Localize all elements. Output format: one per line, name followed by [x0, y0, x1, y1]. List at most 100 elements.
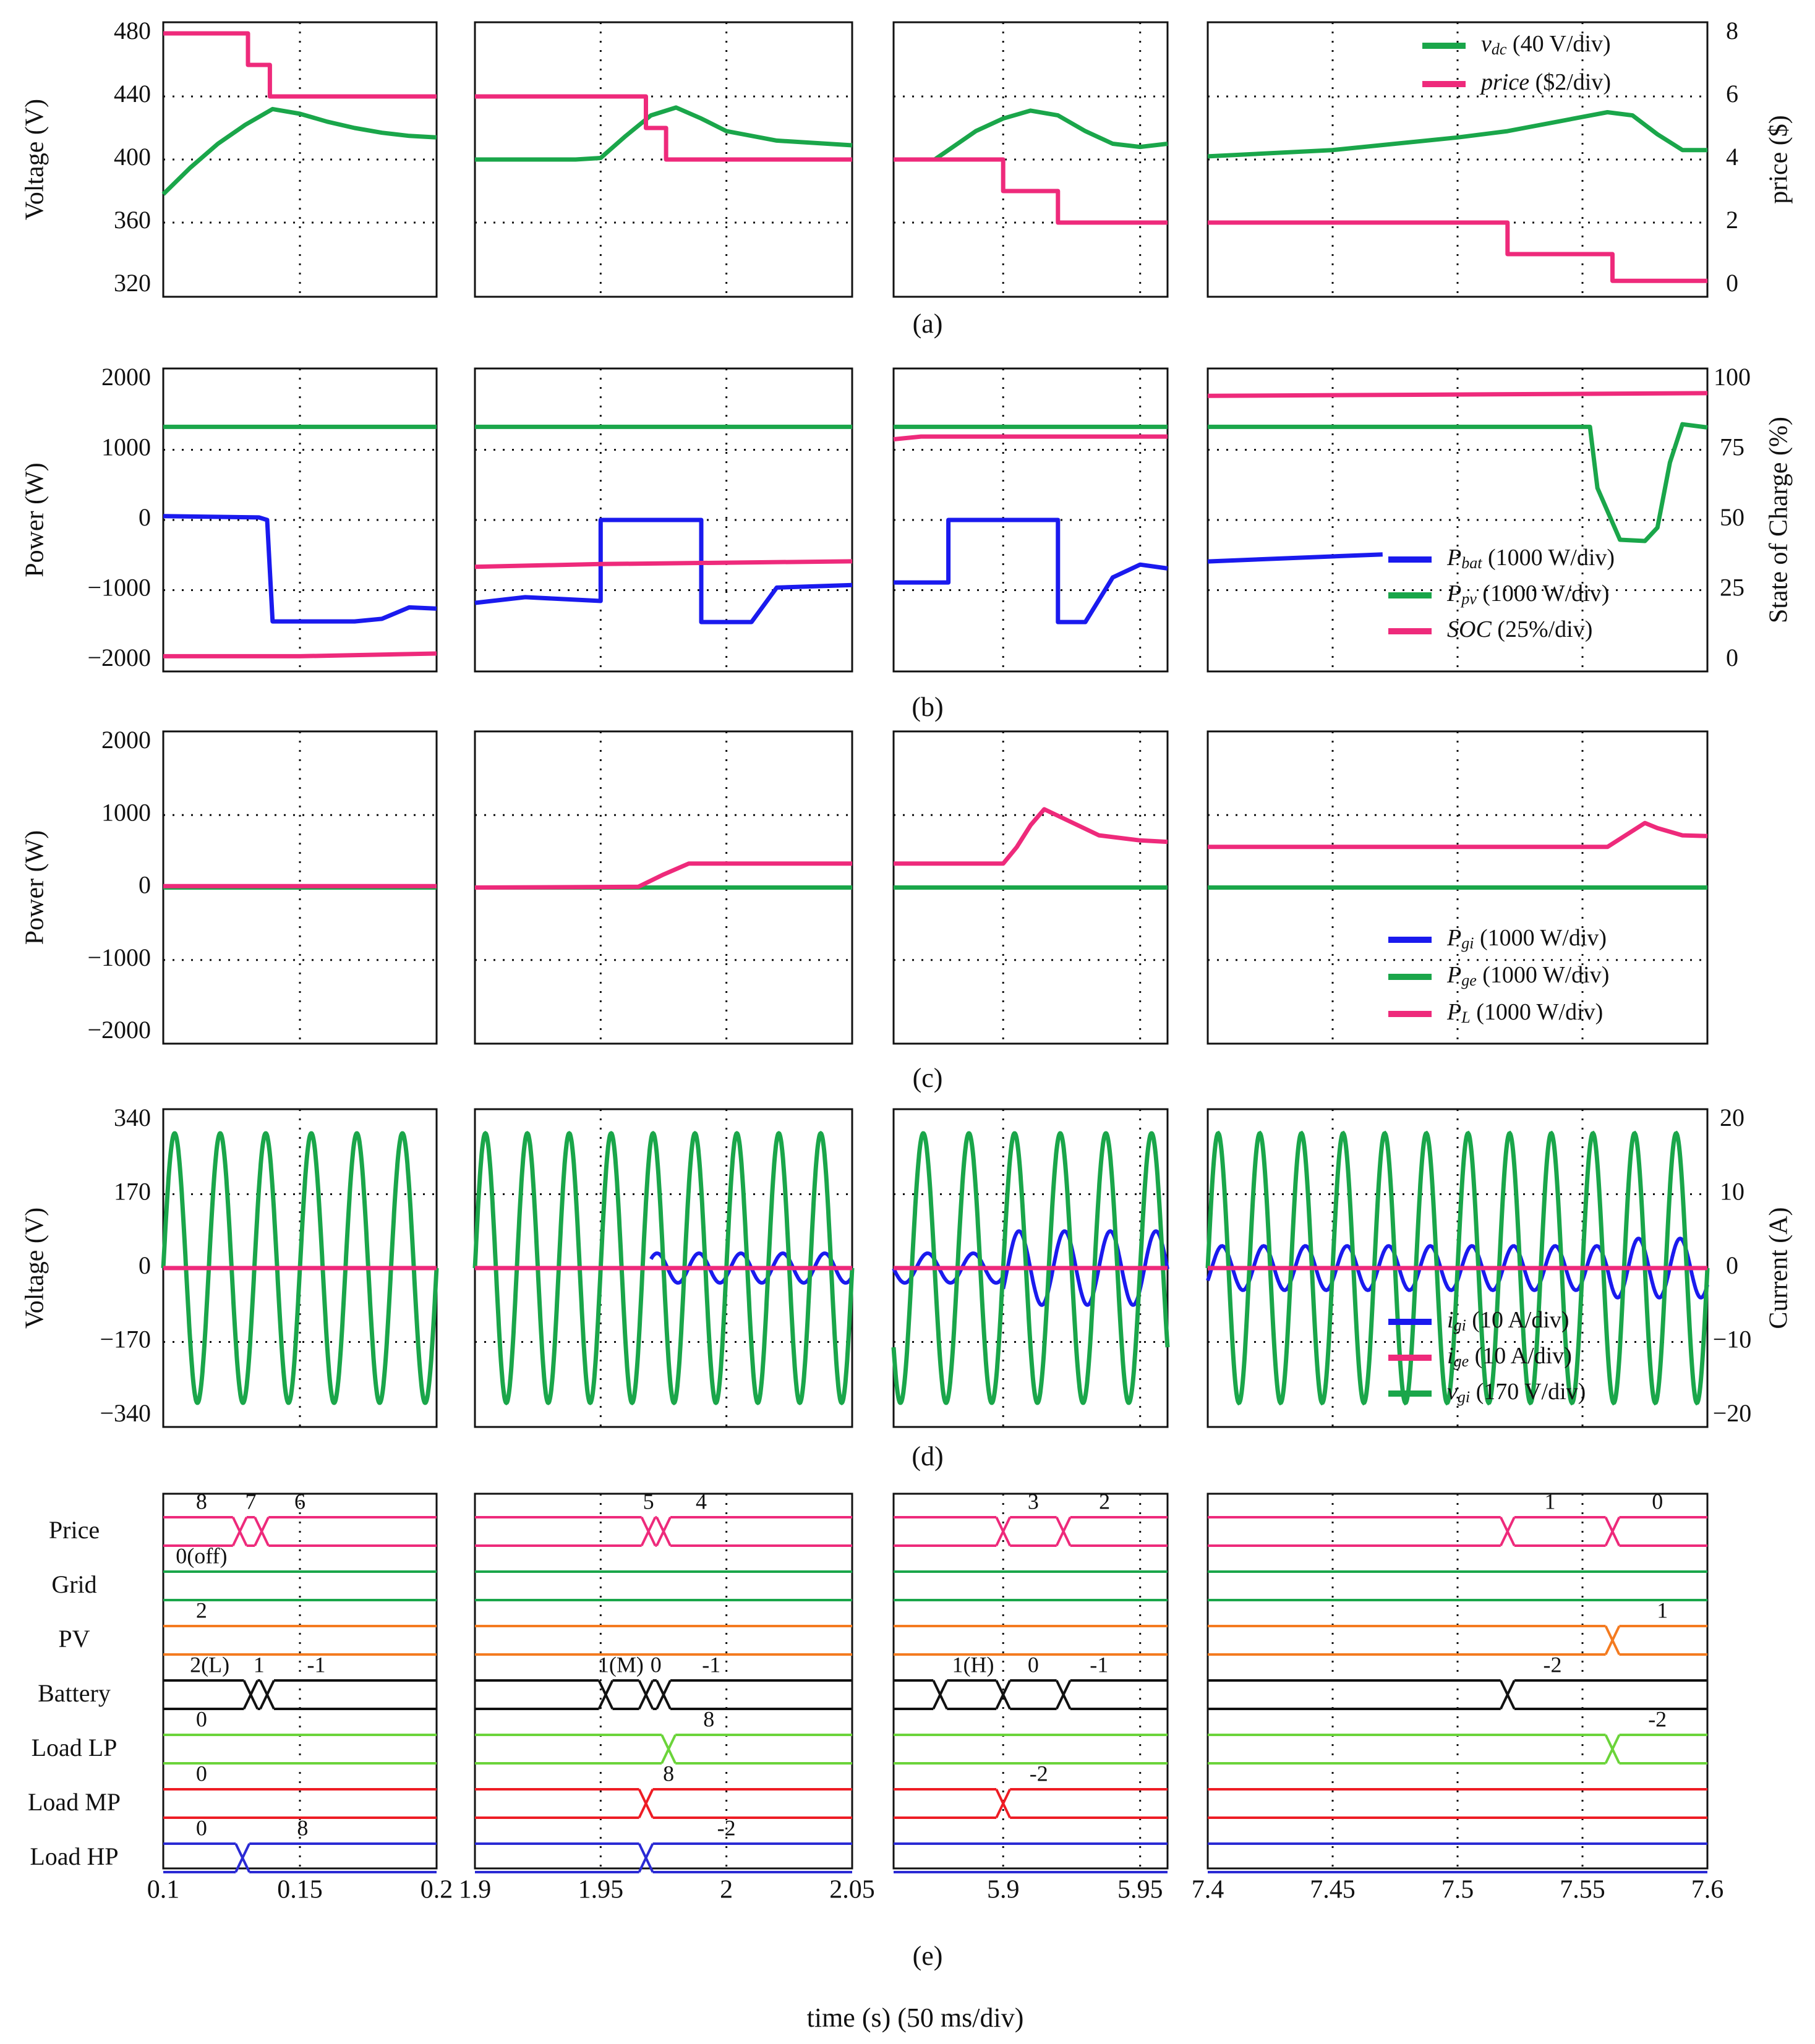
state-label: 2(L) — [190, 1652, 229, 1677]
y-tick-label: −2000 — [87, 1016, 151, 1044]
legend-entry: igi (10 A/div) — [1447, 1307, 1569, 1334]
state-label: -2 — [1544, 1652, 1562, 1677]
x-tick-label: 7.4 — [1192, 1876, 1224, 1904]
state-label: 0 — [1028, 1652, 1039, 1677]
y-tick-label: −170 — [100, 1326, 151, 1353]
y-tick-label: −340 — [100, 1399, 151, 1427]
x-tick-label: 5.9 — [987, 1876, 1020, 1904]
state-transition — [1055, 1680, 1072, 1710]
state-transition — [231, 1517, 248, 1546]
state-transition — [638, 1789, 654, 1818]
y-right-tick-label: 6 — [1726, 80, 1738, 108]
row-label-load-lp: Load LP — [32, 1734, 117, 1761]
y-right-tick-label: 100 — [1714, 363, 1751, 391]
state-label: 0 — [196, 1761, 207, 1786]
y-tick-label: 0 — [139, 503, 151, 531]
y-tick-label: 360 — [114, 206, 151, 234]
panel-caption: (d) — [912, 1441, 943, 1471]
state-label: 8 — [196, 1489, 207, 1514]
y-right-tick-label: 0 — [1726, 269, 1738, 297]
series-vdc — [1207, 110, 1707, 159]
state-label: -2 — [1648, 1706, 1667, 1731]
y-tick-label: 1000 — [101, 433, 151, 461]
series-Pbat — [894, 517, 1168, 624]
state-transition — [656, 1517, 672, 1546]
y-tick-label: 0 — [139, 1251, 151, 1279]
series-vdc — [161, 106, 437, 196]
series-vdc — [894, 108, 1168, 162]
y-right-tick-label: 25 — [1720, 574, 1745, 602]
y-right-axis-label: price ($) — [1765, 115, 1793, 203]
series-SOC — [1207, 391, 1708, 398]
legend-entry: Ppv (1000 W/div) — [1446, 581, 1609, 608]
y-axis-label: Power (W) — [21, 462, 49, 577]
x-tick-label: 2.05 — [829, 1876, 875, 1904]
y-tick-label: 340 — [114, 1104, 151, 1131]
state-transition — [1499, 1680, 1516, 1710]
y-right-axis-label: Current (A) — [1765, 1207, 1793, 1329]
state-transition — [995, 1789, 1012, 1818]
legend-entry: Pge (1000 W/div) — [1446, 962, 1609, 989]
state-label: 8 — [297, 1815, 308, 1840]
state-label: 1 — [1657, 1598, 1668, 1622]
state-transition — [1604, 1517, 1621, 1546]
panel-caption: (e) — [913, 1941, 943, 1971]
series-price — [894, 157, 1168, 225]
state-transition — [932, 1680, 949, 1710]
state-transition — [1604, 1625, 1621, 1655]
state-transition — [234, 1843, 250, 1873]
y-tick-label: 2000 — [101, 726, 151, 754]
series-vgi — [891, 1131, 1170, 1405]
y-tick-label: 320 — [114, 269, 151, 297]
x-tick-label: 1.95 — [578, 1876, 624, 1904]
state-transition — [995, 1680, 1012, 1710]
series-SOC — [474, 559, 853, 569]
x-axis-label: time (s) (50 ms/div) — [807, 2003, 1024, 2033]
state-label: 0 — [1652, 1489, 1663, 1514]
series-price — [163, 31, 437, 99]
y-right-tick-label: 10 — [1720, 1178, 1745, 1206]
y-tick-label: 0 — [139, 871, 151, 899]
state-label: 8 — [663, 1761, 674, 1786]
state-label: -2 — [717, 1815, 736, 1840]
state-label: 5 — [643, 1489, 654, 1514]
series-PL — [474, 861, 852, 890]
row-label-pv: PV — [58, 1625, 90, 1653]
series-PL — [1208, 820, 1708, 850]
state-label: 3 — [1028, 1489, 1039, 1514]
state-label: 7 — [245, 1489, 256, 1514]
state-label: 4 — [696, 1489, 707, 1514]
state-transition — [242, 1680, 259, 1710]
x-tick-label: 0.1 — [147, 1876, 180, 1904]
state-transition — [1604, 1734, 1621, 1764]
x-tick-label: 2 — [720, 1876, 733, 1904]
state-transition — [995, 1517, 1012, 1546]
state-label: -2 — [1030, 1761, 1048, 1786]
y-right-tick-label: 20 — [1720, 1104, 1745, 1131]
state-label: 1 — [254, 1652, 265, 1677]
y-tick-label: −1000 — [87, 574, 151, 602]
state-label: 0(off) — [176, 1543, 227, 1568]
x-tick-label: 7.5 — [1441, 1876, 1474, 1904]
state-label: 6 — [294, 1489, 305, 1514]
y-right-tick-label: 75 — [1720, 433, 1745, 461]
row-label-battery: Battery — [38, 1679, 111, 1707]
y-right-axis-label: State of Charge (%) — [1765, 417, 1793, 623]
series-Pbat — [1207, 552, 1383, 564]
y-tick-label: 2000 — [101, 363, 151, 391]
state-label: 0 — [196, 1815, 207, 1840]
x-tick-label: 0.15 — [277, 1876, 323, 1904]
y-axis-label: Voltage (V) — [21, 99, 49, 220]
state-label: 1(H) — [952, 1652, 994, 1677]
legend-entry: PL (1000 W/div) — [1446, 999, 1603, 1026]
y-right-tick-label: 4 — [1726, 143, 1738, 171]
y-right-tick-label: 0 — [1726, 1251, 1738, 1279]
panel-caption: (c) — [913, 1063, 943, 1093]
state-label: 2 — [1099, 1489, 1110, 1514]
legend-entry: vdc (40 V/div) — [1481, 31, 1611, 58]
row-label-load-mp: Load MP — [28, 1788, 121, 1816]
row-label-price: Price — [49, 1516, 100, 1544]
state-label: -1 — [1090, 1652, 1108, 1677]
series-SOC — [163, 651, 437, 658]
